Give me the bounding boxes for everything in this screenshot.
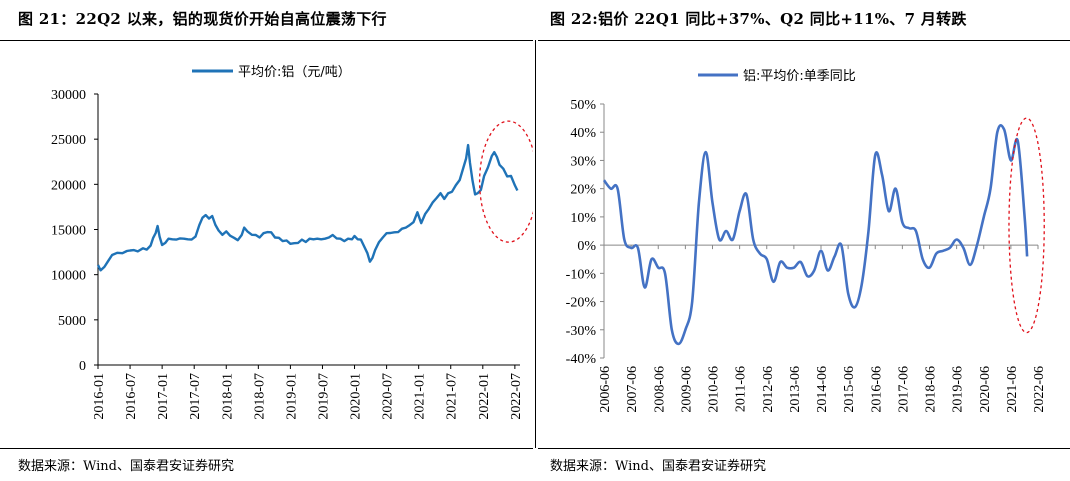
y-tick-label: 0% (577, 239, 596, 254)
y-tick-label: 30000 (51, 88, 86, 103)
y-tick-label: 20000 (51, 178, 86, 193)
y-tick-label: 25000 (51, 133, 86, 148)
series-line (96, 143, 519, 272)
right-bottom-rule (538, 448, 1070, 449)
left-price-chart: 平均价:铝（元/吨） 0 5000 10000 15000 20000 25000 30000… (51, 65, 533, 420)
x-tick-label: 2019-01 (284, 373, 299, 420)
x-tick-label: 2011-06 (734, 366, 749, 412)
left-chart-panel: 图 21：22Q2 以来，铝的现货价开始自高位震荡下行 平均价:铝（元/吨） 0 5… (0, 0, 533, 481)
y-tick-label: -30% (566, 324, 597, 339)
panel-divider (535, 40, 536, 448)
x-tick-label: 2008-06 (652, 366, 667, 413)
x-tick-label: 2022-06 (1032, 366, 1047, 413)
y-tick-label: -10% (566, 267, 597, 282)
y-tick-label: 10000 (51, 269, 86, 284)
x-tick-label: 2018-06 (924, 366, 939, 413)
x-tick-label: 2021-01 (413, 373, 428, 420)
x-tick-label: 2007-06 (625, 366, 640, 413)
y-tick-label: 40% (570, 126, 596, 141)
x-tick-label: 2018-07 (252, 373, 267, 420)
highlight-ellipse (478, 120, 533, 243)
x-tick-label: 2016-06 (869, 366, 884, 413)
x-tick-label: 2017-07 (188, 373, 203, 420)
y-tick-label: 10% (570, 211, 596, 226)
highlight-ellipse (1008, 117, 1045, 334)
x-tick-label: 2022-01 (477, 373, 492, 420)
y-tick-label: -40% (566, 352, 597, 367)
right-yoy-chart: 铝:平均价:单季同比 -40% -30% -20% -10% 0% 10% 20% 30% 40%… (566, 69, 1047, 413)
right-chart-title: 图 22:铝价 22Q1 同比+37%、Q2 同比+11%、7 月转跌 (550, 10, 967, 28)
series-line (602, 124, 1029, 346)
y-tick-label: -20% (566, 296, 597, 311)
right-source-note: 数据来源：Wind、国泰君安证券研究 (550, 459, 766, 474)
x-tick-label: 2010-06 (707, 366, 722, 413)
x-tick-label: 2019-06 (951, 366, 966, 413)
left-bottom-rule (0, 448, 533, 449)
x-tick-label: 2016-07 (124, 373, 139, 420)
x-tick-label: 2017-01 (156, 373, 171, 420)
x-tick-label: 2020-06 (978, 366, 993, 413)
y-tick-label: 15000 (51, 224, 86, 239)
y-tick-label: 5000 (58, 314, 86, 329)
x-tick-label: 2009-06 (679, 366, 694, 413)
x-tick-label: 2020-07 (381, 373, 396, 420)
y-tick-label: 20% (570, 183, 596, 198)
y-tick-label: 50% (570, 98, 596, 113)
right-chart-panel: 图 22:铝价 22Q1 同比+37%、Q2 同比+11%、7 月转跌 铝:平均… (538, 0, 1070, 481)
x-tick-label: 2021-06 (1005, 366, 1020, 413)
x-tick-label: 2020-01 (349, 373, 364, 420)
x-tick-label: 2012-06 (761, 366, 776, 413)
y-tick-label: 0 (79, 359, 86, 374)
x-tick-label: 2015-06 (842, 366, 857, 413)
right-top-rule (538, 40, 1070, 41)
x-tick-label: 2021-07 (445, 373, 460, 420)
x-tick-label: 2022-07 (509, 373, 524, 420)
x-tick-label: 2016-01 (92, 373, 107, 420)
legend-label: 平均价:铝（元/吨） (238, 65, 351, 80)
x-tick-label: 2013-06 (788, 366, 803, 413)
x-tick-label: 2014-06 (815, 366, 830, 413)
left-source-note: 数据来源：Wind、国泰君安证券研究 (18, 459, 234, 474)
y-tick-label: 30% (570, 154, 596, 169)
x-tick-label: 2017-06 (896, 366, 911, 413)
x-tick-label: 2018-01 (220, 373, 235, 420)
x-tick-label: 2006-06 (598, 366, 613, 413)
legend-label: 铝:平均价:单季同比 (743, 69, 856, 84)
left-chart-title: 图 21：22Q2 以来，铝的现货价开始自高位震荡下行 (18, 10, 387, 28)
x-tick-label: 2019-07 (316, 373, 331, 420)
left-top-rule (0, 40, 533, 41)
